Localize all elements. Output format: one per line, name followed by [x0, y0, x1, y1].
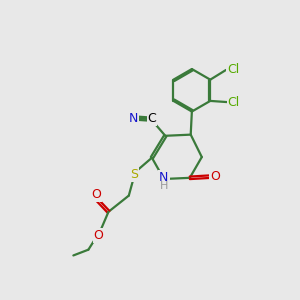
Text: O: O	[210, 170, 220, 183]
Text: H: H	[160, 181, 168, 191]
Text: O: O	[94, 229, 103, 242]
Text: S: S	[130, 168, 138, 181]
Text: C: C	[148, 112, 156, 124]
Text: N: N	[159, 171, 169, 184]
Text: N: N	[128, 112, 138, 125]
Text: Cl: Cl	[227, 63, 239, 76]
Text: Cl: Cl	[228, 96, 240, 109]
Text: O: O	[91, 188, 101, 200]
